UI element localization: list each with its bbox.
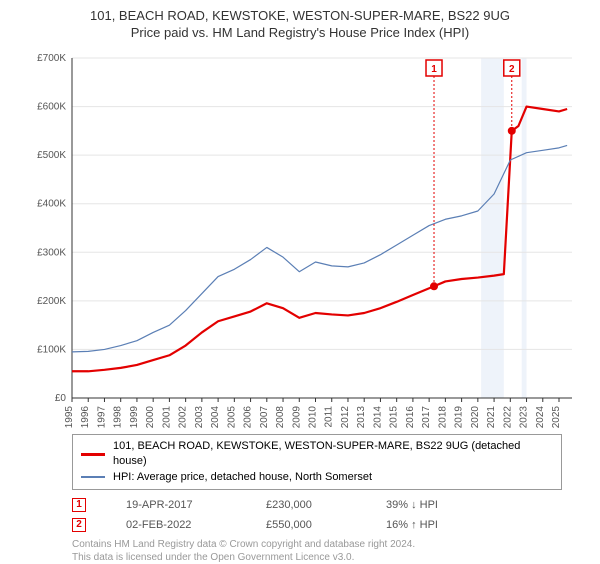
legend-swatch [81, 476, 105, 478]
svg-text:2021: 2021 [486, 405, 497, 427]
sales-table: 1 19-APR-2017 £230,000 39% ↓ HPI 2 02-FE… [72, 498, 590, 532]
svg-text:2024: 2024 [535, 405, 546, 427]
svg-text:2025: 2025 [551, 405, 562, 427]
sale-date: 19-APR-2017 [126, 499, 226, 511]
svg-text:1: 1 [431, 64, 437, 75]
marker-number-icon: 1 [72, 498, 86, 512]
svg-text:2019: 2019 [454, 405, 465, 427]
svg-text:2017: 2017 [421, 405, 432, 427]
svg-text:2023: 2023 [519, 405, 530, 427]
svg-text:£600K: £600K [37, 101, 66, 112]
chart-container: 101, BEACH ROAD, KEWSTOKE, WESTON-SUPER-… [0, 0, 600, 560]
sale-vs-hpi: 39% ↓ HPI [386, 499, 476, 511]
svg-text:2011: 2011 [324, 405, 335, 427]
svg-text:2010: 2010 [308, 405, 319, 427]
svg-text:1995: 1995 [64, 405, 75, 427]
legend-item: HPI: Average price, detached house, Nort… [81, 470, 553, 485]
sale-price: £230,000 [266, 499, 346, 511]
svg-text:2015: 2015 [389, 405, 400, 427]
svg-text:2006: 2006 [243, 405, 254, 427]
chart-svg: £0 £100K £200K £300K £400K £500K £600K £700K 199… [20, 48, 580, 428]
svg-text:1999: 1999 [129, 405, 140, 427]
svg-text:£300K: £300K [37, 247, 66, 258]
svg-text:2014: 2014 [372, 405, 383, 427]
legend-swatch [81, 453, 105, 456]
svg-text:2: 2 [509, 64, 515, 75]
svg-text:£200K: £200K [37, 296, 66, 307]
chart-subtitle: Price paid vs. HM Land Registry's House … [10, 25, 590, 42]
svg-text:2020: 2020 [470, 405, 481, 427]
svg-text:1996: 1996 [80, 405, 91, 427]
chart-title: 101, BEACH ROAD, KEWSTOKE, WESTON-SUPER-… [10, 8, 590, 25]
svg-text:2001: 2001 [161, 405, 172, 427]
svg-text:£0: £0 [55, 393, 67, 404]
sales-row: 1 19-APR-2017 £230,000 39% ↓ HPI [72, 498, 590, 512]
legend: 101, BEACH ROAD, KEWSTOKE, WESTON-SUPER-… [72, 434, 562, 490]
svg-text:2000: 2000 [145, 405, 156, 427]
svg-text:£100K: £100K [37, 344, 66, 355]
footer-line: This data is licensed under the Open Gov… [72, 551, 590, 564]
svg-text:2016: 2016 [405, 405, 416, 427]
legend-label: 101, BEACH ROAD, KEWSTOKE, WESTON-SUPER-… [113, 439, 553, 470]
sales-row: 2 02-FEB-2022 £550,000 16% ↑ HPI [72, 518, 590, 532]
svg-text:2022: 2022 [502, 405, 513, 427]
chart-plot-area: £0 £100K £200K £300K £400K £500K £600K £700K 199… [20, 48, 580, 428]
svg-text:2013: 2013 [356, 405, 367, 427]
svg-text:2009: 2009 [291, 405, 302, 427]
svg-text:2005: 2005 [226, 405, 237, 427]
sale-vs-hpi: 16% ↑ HPI [386, 519, 476, 531]
svg-text:£400K: £400K [37, 198, 66, 209]
marker-number-icon: 2 [72, 518, 86, 532]
sale-date: 02-FEB-2022 [126, 519, 226, 531]
svg-text:1997: 1997 [96, 405, 107, 427]
svg-text:2008: 2008 [275, 405, 286, 427]
svg-text:£700K: £700K [37, 53, 66, 64]
legend-label: HPI: Average price, detached house, Nort… [113, 470, 372, 485]
footer-attribution: Contains HM Land Registry data © Crown c… [72, 538, 590, 564]
svg-text:1998: 1998 [113, 405, 124, 427]
svg-text:2012: 2012 [340, 405, 351, 427]
svg-text:2003: 2003 [194, 405, 205, 427]
legend-item: 101, BEACH ROAD, KEWSTOKE, WESTON-SUPER-… [81, 439, 553, 470]
svg-text:2018: 2018 [437, 405, 448, 427]
svg-text:2004: 2004 [210, 405, 221, 427]
svg-text:£500K: £500K [37, 150, 66, 161]
svg-text:2002: 2002 [178, 405, 189, 427]
svg-text:2007: 2007 [259, 405, 270, 427]
sale-price: £550,000 [266, 519, 346, 531]
footer-line: Contains HM Land Registry data © Crown c… [72, 538, 590, 551]
